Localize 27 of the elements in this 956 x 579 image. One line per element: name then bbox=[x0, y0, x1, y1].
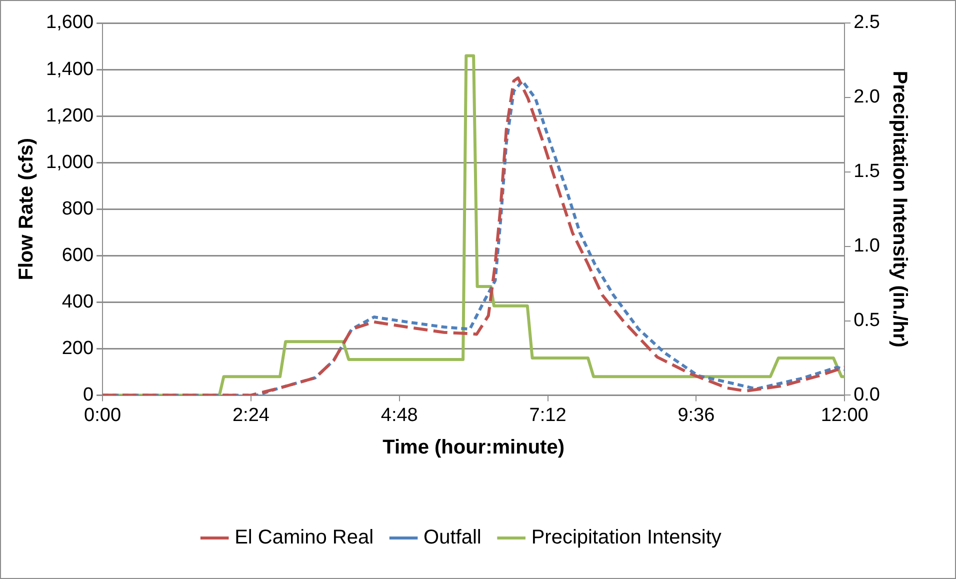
legend-label: Precipitation Intensity bbox=[531, 526, 722, 549]
y2-tick-label: 0.5 bbox=[854, 310, 880, 331]
x-axis-title: Time (hour:minute) bbox=[382, 436, 564, 459]
y-tick-label: 800 bbox=[62, 198, 94, 220]
y-tick-label: 0 bbox=[82, 384, 94, 406]
y-tick-label: 200 bbox=[62, 338, 94, 359]
x-tick-label: 4:48 bbox=[380, 404, 418, 426]
y2-tick-label: 1.5 bbox=[854, 161, 880, 182]
y-tick-label: 600 bbox=[62, 244, 94, 266]
y2-tick-label: 2.5 bbox=[854, 12, 880, 34]
x-tick-label: 9:36 bbox=[678, 404, 715, 426]
x-tick-label: 12:00 bbox=[820, 404, 868, 426]
y-tick-label: 1,600 bbox=[46, 12, 94, 34]
y-axis-title: Flow Rate (cfs) bbox=[16, 138, 38, 280]
y2-tick-label: 2.0 bbox=[854, 86, 880, 108]
x-tick-label: 2:24 bbox=[232, 404, 270, 426]
y2-tick-label: 0.0 bbox=[854, 384, 880, 406]
y-tick-label: 1,200 bbox=[46, 105, 94, 126]
y2-tick-label: 1.0 bbox=[854, 236, 880, 257]
y-tick-label: 400 bbox=[62, 291, 94, 312]
legend-label: El Camino Real bbox=[234, 526, 374, 549]
y-tick-label: 1,400 bbox=[46, 58, 94, 80]
x-tick-label: 7:12 bbox=[529, 404, 566, 426]
y2-axis-title: Precipitation Intensity (in./hr) bbox=[888, 70, 910, 348]
y-tick-label: 1,000 bbox=[46, 152, 94, 173]
x-tick-label: 0:00 bbox=[84, 404, 122, 426]
legend-label: Outfall bbox=[424, 526, 482, 549]
